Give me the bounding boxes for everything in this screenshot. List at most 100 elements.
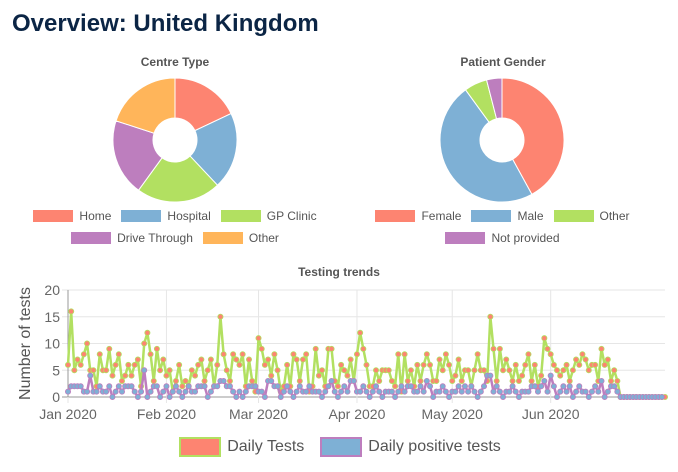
data-point (563, 388, 570, 395)
pie-slice-female (501, 77, 565, 196)
data-point (87, 372, 94, 379)
data-point (611, 367, 618, 374)
data-point (233, 356, 240, 363)
legend-label: Female (421, 209, 462, 223)
data-point (436, 388, 443, 395)
data-point (274, 383, 281, 390)
data-point (96, 383, 103, 390)
testing-trends-chart-title: Testing trends (298, 265, 380, 279)
data-point (160, 356, 167, 363)
data-point (338, 388, 345, 395)
legend-item-gp-clinic[interactable]: GP Clinic (220, 209, 317, 223)
legend-item-daily-positive-tests[interactable]: Daily positive tests (320, 437, 501, 457)
data-point (315, 388, 322, 395)
data-point (344, 372, 351, 379)
legend-row: Home Hospital GP Clinic (0, 205, 350, 227)
data-point (93, 388, 100, 395)
data-point (480, 367, 487, 374)
data-point (319, 393, 326, 400)
legend-item-home[interactable]: Home (33, 209, 111, 223)
legend-label: Home (79, 209, 112, 223)
data-point (604, 356, 611, 363)
data-point (226, 383, 233, 390)
data-point (293, 388, 300, 395)
legend-item-male[interactable]: Male (471, 209, 544, 223)
data-point (544, 345, 551, 352)
data-point (509, 377, 516, 384)
data-point (585, 367, 592, 374)
data-point (557, 388, 564, 395)
data-point (141, 340, 148, 347)
data-point (65, 361, 72, 368)
data-point (77, 383, 84, 390)
data-point (334, 393, 341, 400)
data-point (614, 388, 621, 395)
legend-label: GP Clinic (266, 209, 317, 223)
data-point (611, 383, 618, 390)
data-point (80, 351, 87, 358)
data-point (147, 388, 154, 395)
data-point (207, 388, 214, 395)
data-point (487, 372, 494, 379)
testing-trends-legend: Daily Tests Daily positive tests (120, 436, 560, 458)
data-point (582, 388, 589, 395)
data-point (493, 383, 500, 390)
data-point (560, 383, 567, 390)
data-point (446, 393, 453, 400)
data-point (125, 361, 132, 368)
data-point (579, 351, 586, 358)
data-point (455, 356, 462, 363)
data-point (236, 388, 243, 395)
legend-item-drive-through[interactable]: Drive Through (71, 231, 193, 245)
data-point (439, 367, 446, 374)
x-tick-label: Feb 2020 (137, 406, 196, 422)
data-point (106, 383, 113, 390)
legend-swatch (375, 210, 416, 222)
pie-slice-gp-clinic (137, 155, 219, 203)
data-point (236, 361, 243, 368)
legend-item-hospital[interactable]: Hospital (121, 209, 211, 223)
data-point (360, 345, 367, 352)
data-point (242, 388, 249, 395)
patient-gender-chart-title: Patient Gender (460, 55, 546, 69)
data-point (147, 351, 154, 358)
data-point (138, 388, 145, 395)
data-point (395, 351, 402, 358)
data-point (566, 377, 573, 384)
y-tick-label: 15 (44, 309, 60, 325)
data-point (519, 372, 526, 379)
legend-item-other[interactable]: Other (553, 209, 630, 223)
data-point (522, 361, 529, 368)
data-point (658, 393, 665, 400)
data-point (77, 361, 84, 368)
data-point (290, 393, 297, 400)
data-point (214, 361, 221, 368)
data-point (563, 361, 570, 368)
data-point (503, 356, 510, 363)
pie-slice-not-provided (485, 77, 503, 120)
data-point (614, 377, 621, 384)
data-point (449, 377, 456, 384)
data-point (188, 367, 195, 374)
data-point (496, 345, 503, 352)
data-point (172, 383, 179, 390)
data-point (420, 361, 427, 368)
legend-swatch (320, 437, 363, 457)
data-point (280, 388, 287, 395)
data-point (207, 356, 214, 363)
data-point (328, 345, 335, 352)
legend-item-other[interactable]: Other (202, 231, 279, 245)
data-point (277, 393, 284, 400)
data-point (153, 383, 160, 390)
data-point (569, 393, 576, 400)
legend-item-female[interactable]: Female (375, 209, 461, 223)
data-point (331, 388, 338, 395)
data-point (239, 351, 246, 358)
data-point (325, 383, 332, 390)
legend-row: Daily Tests Daily positive tests (120, 436, 560, 458)
legend-item-not-provided[interactable]: Not provided (445, 231, 560, 245)
data-point (601, 361, 608, 368)
data-point (128, 372, 135, 379)
legend-item-daily-tests[interactable]: Daily Tests (179, 437, 304, 457)
